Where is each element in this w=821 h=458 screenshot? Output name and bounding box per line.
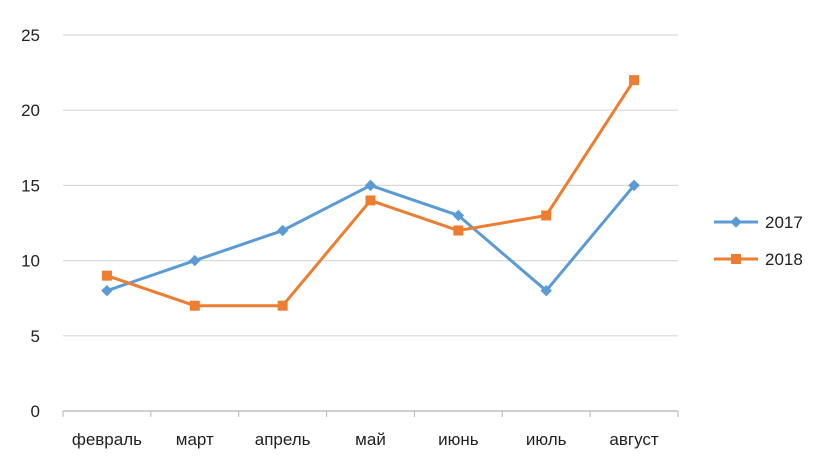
series-2018 <box>101 75 640 311</box>
y-tick-label: 25 <box>21 26 40 45</box>
legend-item-2017: 2017 <box>714 213 803 232</box>
y-tick-label: 10 <box>21 252 40 271</box>
x-tick-labels: февраль март апрель май июнь июль август <box>72 430 659 449</box>
legend-marker <box>731 254 741 264</box>
data-point-2018 <box>629 75 640 86</box>
x-tick-label: июнь <box>438 430 479 449</box>
y-tick-label: 20 <box>21 101 40 120</box>
data-point-2018 <box>189 300 200 311</box>
series <box>101 75 640 311</box>
legend: 2017 2018 <box>714 213 803 269</box>
x-tick-label: апрель <box>255 430 311 449</box>
data-point-2018 <box>365 195 376 206</box>
axes <box>62 410 679 417</box>
data-point-2018 <box>277 300 288 311</box>
y-tick-label: 15 <box>21 176 40 195</box>
y-tick-label: 0 <box>31 402 40 421</box>
y-tick-labels: 0 5 10 15 20 25 <box>21 26 40 421</box>
series-2017 <box>101 179 640 297</box>
x-tick-label: март <box>176 430 214 449</box>
data-point-2017 <box>189 254 201 267</box>
data-point-2017 <box>101 284 113 297</box>
series-line-2018 <box>105 78 636 308</box>
data-point-2018 <box>541 210 552 221</box>
data-point-2017 <box>452 209 465 222</box>
data-point-2017 <box>628 179 640 192</box>
data-point-2018 <box>101 270 112 281</box>
x-tick-label: июль <box>526 430 567 449</box>
legend-label: 2017 <box>765 213 803 232</box>
x-tick-label: август <box>609 430 658 449</box>
data-point-2017 <box>364 179 377 192</box>
data-point-2017 <box>276 224 289 237</box>
legend-item-2018: 2018 <box>714 250 803 269</box>
x-tick-label: май <box>355 430 386 449</box>
y-tick-label: 5 <box>31 327 40 346</box>
data-point-2017 <box>540 284 552 297</box>
legend-marker <box>730 216 742 228</box>
x-tick-label: февраль <box>72 430 142 449</box>
data-point-2018 <box>453 225 464 236</box>
legend-label: 2018 <box>765 250 803 269</box>
